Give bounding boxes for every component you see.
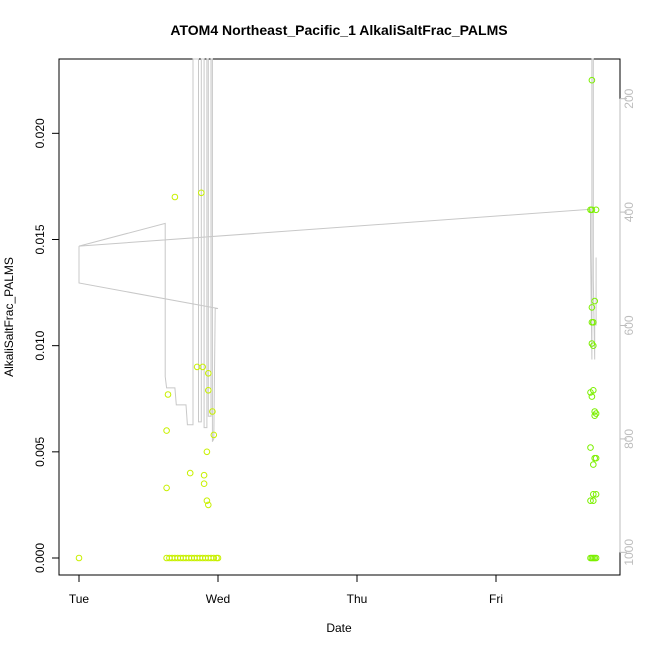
data-point [588, 76, 596, 84]
data-point [592, 491, 600, 498]
data-point [163, 484, 170, 492]
data-point [163, 427, 170, 434]
data-point [75, 554, 83, 562]
data-point [592, 554, 600, 562]
data-point [587, 444, 594, 451]
data-point [588, 393, 596, 400]
right-tick-label: 800 [622, 429, 636, 449]
data-point [590, 497, 597, 505]
data-points-layer [75, 76, 600, 562]
y-tick-label: 0.000 [33, 543, 47, 573]
y-tick-label: 0.010 [33, 330, 47, 360]
data-point [590, 319, 597, 326]
data-point [200, 480, 208, 488]
right-tick-label: 400 [622, 202, 636, 222]
data-point [205, 501, 212, 509]
altitude-line [78, 58, 597, 442]
y-tick-label: 0.015 [33, 224, 47, 254]
right-axis: 200 400 600 800 1000 [619, 88, 636, 566]
data-point [592, 410, 600, 417]
x-tick-label: Fri [489, 592, 503, 606]
data-point [209, 408, 216, 415]
x-tick-label: Wed [206, 592, 230, 606]
data-point [592, 206, 600, 214]
data-point [590, 342, 597, 350]
data-point [588, 304, 596, 311]
y-tick-label: 0.005 [33, 436, 47, 466]
data-point [587, 497, 594, 505]
x-axis: Tue Wed Thu Fri [69, 574, 503, 606]
data-point [588, 206, 596, 214]
right-tick-label: 200 [622, 88, 636, 108]
data-point [210, 554, 218, 562]
y-axis-label: AlkaliSaltFrac_PALMS [2, 257, 16, 377]
data-point [210, 431, 218, 439]
data-point [591, 297, 599, 305]
x-axis-label: Date [326, 621, 352, 635]
data-point [203, 497, 211, 505]
data-point [205, 387, 212, 394]
data-point [198, 189, 205, 197]
y-axis: 0.000 0.005 0.010 0.015 0.020 [33, 118, 60, 573]
data-point [203, 448, 211, 456]
data-point [590, 387, 597, 394]
data-point [590, 461, 597, 468]
data-point [186, 469, 194, 477]
x-tick-label: Thu [347, 592, 368, 606]
data-point [590, 491, 597, 498]
right-tick-label: 1000 [622, 539, 636, 566]
data-point [199, 363, 206, 371]
data-point [214, 554, 222, 562]
data-point [592, 454, 600, 462]
right-tick-label: 600 [622, 315, 636, 335]
data-point [164, 391, 172, 398]
y-tick-label: 0.020 [33, 118, 47, 148]
data-point [171, 193, 179, 201]
data-point [200, 471, 208, 479]
data-point [205, 370, 212, 377]
altitude-line-layer [78, 58, 597, 442]
x-tick-label: Tue [69, 592, 90, 606]
chart-title: ATOM4 Northeast_Pacific_1 AlkaliSaltFrac… [170, 22, 507, 38]
